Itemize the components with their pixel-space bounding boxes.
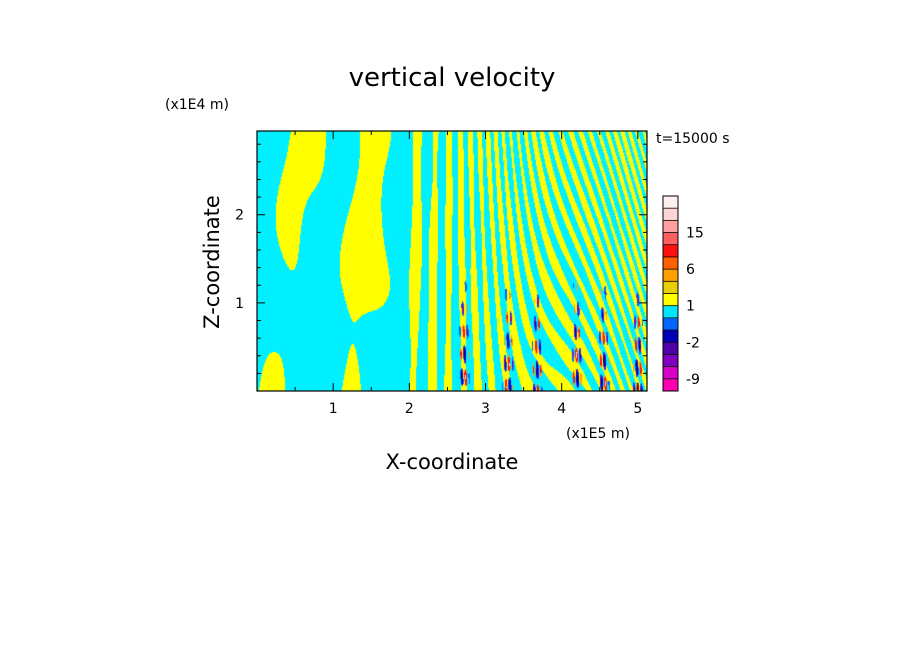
colorbar: -9 -2 1 6 15	[662, 195, 704, 392]
x-tick-label: 3	[481, 401, 490, 417]
y-tick-label: 1	[235, 296, 244, 312]
colorbar-label: 6	[686, 262, 695, 278]
colorbar-swatch	[663, 378, 678, 392]
colorbar-label: -2	[686, 335, 700, 351]
axes: 1 2 3 4 5 1 2	[235, 131, 647, 417]
colorbar-swatch	[663, 293, 678, 307]
x-tick-label: 2	[405, 401, 414, 417]
colorbar-label: 1	[686, 299, 695, 315]
plot-frame	[256, 130, 648, 392]
x-unit-label: (x1E5 m)	[566, 426, 630, 442]
colorbar-swatch	[663, 354, 678, 368]
y-tick-label: 2	[235, 208, 244, 224]
colorbar-swatch	[663, 208, 678, 221]
colorbar-swatch	[663, 232, 678, 246]
colorbar-frame	[662, 195, 679, 392]
colorbar-label: -9	[686, 372, 700, 388]
x-tick-label: 4	[557, 401, 566, 417]
colorbar-swatch	[663, 220, 678, 233]
colorbar-swatch	[663, 342, 678, 355]
colorbar-swatch	[663, 256, 678, 270]
colorbar-label: 15	[686, 226, 704, 242]
colorbar-swatch	[663, 305, 678, 319]
time-label: t=15000 s	[656, 131, 730, 147]
y-axis-label: Z-coordinate	[200, 195, 224, 329]
y-unit-label: (x1E4 m)	[165, 97, 229, 113]
colorbar-swatch	[663, 269, 678, 282]
x-tick-label: 5	[633, 401, 642, 417]
x-axis-label: X-coordinate	[386, 450, 519, 474]
velocity-field	[257, 131, 647, 391]
plot-area	[256, 130, 648, 392]
colorbar-swatch	[663, 244, 678, 258]
chart-title: vertical velocity	[349, 63, 556, 93]
colorbar-swatch	[663, 366, 678, 380]
colorbar-swatch	[663, 196, 678, 209]
colorbar-swatch	[663, 317, 678, 331]
colorbar-swatch	[663, 281, 678, 294]
colorbar-swatch	[663, 330, 678, 343]
x-tick-label: 1	[329, 401, 338, 417]
